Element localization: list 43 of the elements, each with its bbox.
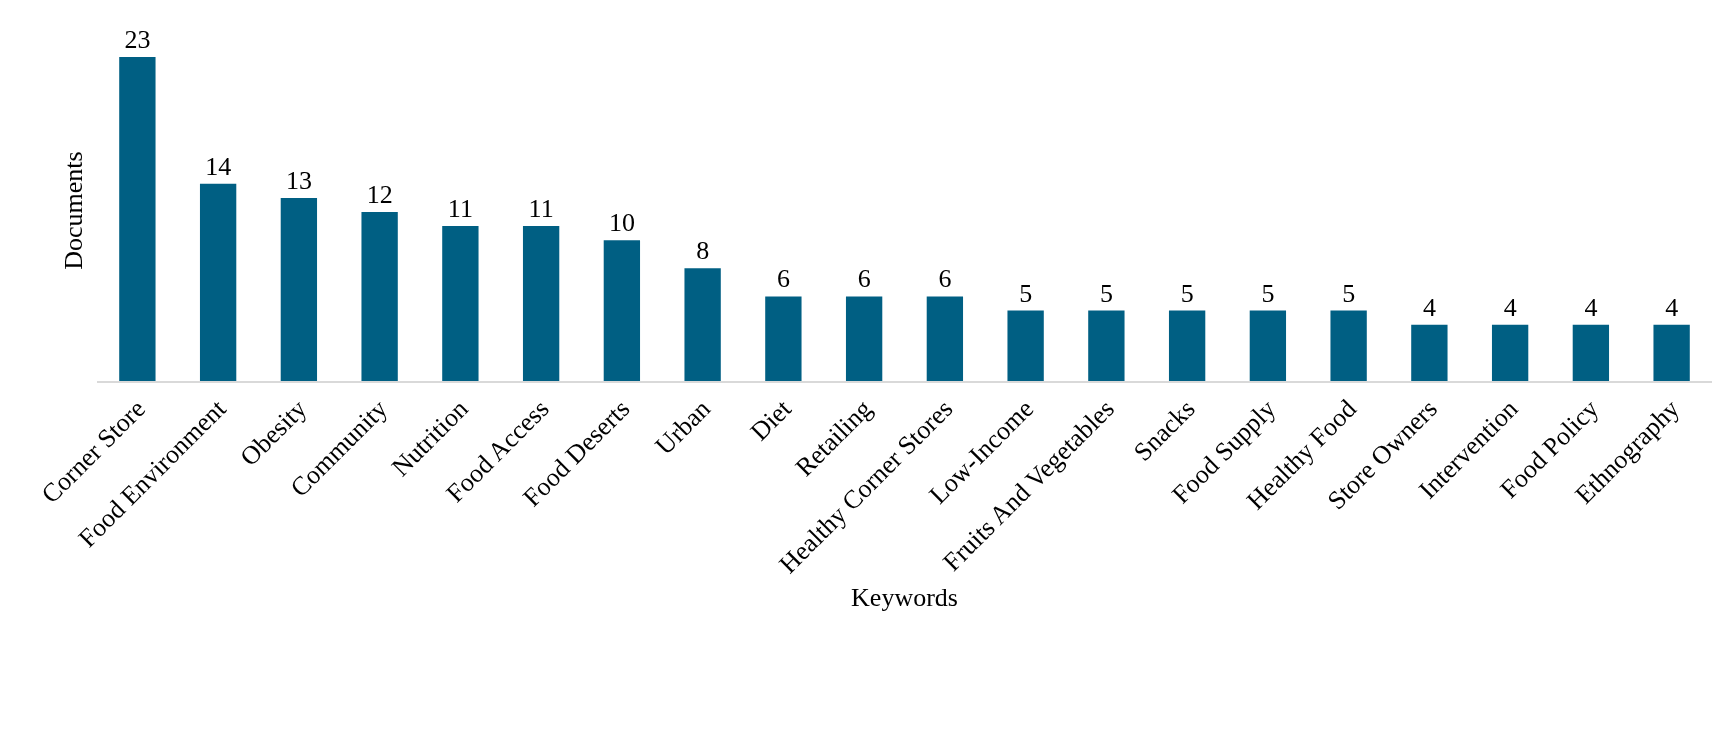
data-label: 4 bbox=[1503, 292, 1517, 322]
data-label: 11 bbox=[447, 194, 473, 224]
x-axis-title: Keywords bbox=[851, 583, 958, 613]
data-label: 5 bbox=[1019, 278, 1033, 308]
data-label: 5 bbox=[1180, 278, 1194, 308]
bar bbox=[1249, 310, 1287, 381]
data-label: 8 bbox=[696, 236, 710, 266]
bar bbox=[603, 240, 641, 381]
data-label: 4 bbox=[1665, 292, 1679, 322]
data-label: 12 bbox=[366, 179, 393, 209]
data-label: 23 bbox=[124, 25, 151, 55]
data-label: 5 bbox=[1261, 278, 1275, 308]
bar bbox=[1007, 310, 1044, 381]
y-axis-title: Documents bbox=[59, 151, 89, 270]
bar bbox=[1411, 324, 1448, 381]
x-tick-label: Diet bbox=[744, 393, 798, 447]
data-label: 5 bbox=[1342, 278, 1356, 308]
bar bbox=[119, 57, 156, 381]
data-label: 4 bbox=[1584, 292, 1598, 322]
data-label: 10 bbox=[608, 208, 635, 238]
data-label: 6 bbox=[857, 264, 871, 294]
bar bbox=[1653, 324, 1690, 381]
bar bbox=[199, 183, 237, 381]
data-label: 14 bbox=[205, 151, 232, 181]
bar bbox=[1491, 324, 1529, 381]
bar bbox=[926, 296, 964, 381]
bar bbox=[684, 268, 721, 381]
data-label: 6 bbox=[938, 264, 952, 294]
bar bbox=[522, 226, 560, 381]
bar bbox=[361, 211, 398, 381]
bar bbox=[1330, 310, 1367, 381]
bar bbox=[280, 197, 318, 381]
bar bbox=[1572, 324, 1610, 381]
data-label: 13 bbox=[285, 165, 312, 195]
bar bbox=[1168, 310, 1206, 381]
data-label: 4 bbox=[1422, 292, 1436, 322]
bar bbox=[845, 296, 883, 381]
data-label: 6 bbox=[776, 264, 790, 294]
bar bbox=[765, 296, 802, 381]
data-label: 5 bbox=[1099, 278, 1113, 308]
data-label: 11 bbox=[528, 194, 554, 224]
bar bbox=[442, 226, 479, 381]
bar bbox=[1088, 310, 1125, 381]
